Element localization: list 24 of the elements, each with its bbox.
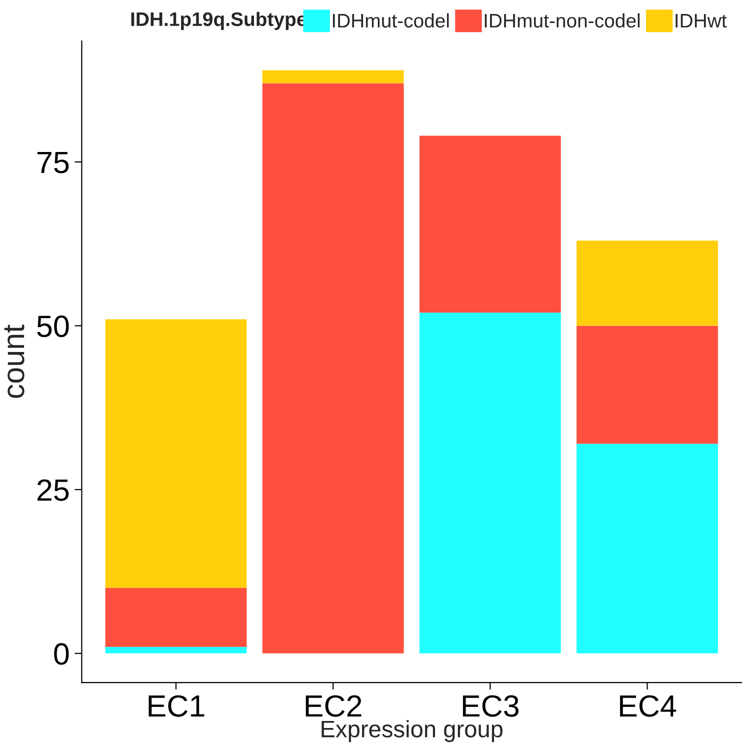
x-tick-label: EC3 <box>462 695 519 717</box>
y-tick-label: 25 <box>37 479 69 501</box>
y-tick-label: 50 <box>37 316 69 338</box>
bar <box>105 319 247 588</box>
x-axis-title: Expression group <box>322 720 503 742</box>
bar <box>576 326 718 444</box>
legend-title: IDH.1p19q.Subtype <box>131 12 307 30</box>
bar <box>105 646 247 654</box>
bar <box>262 70 404 84</box>
x-tick-label: EC2 <box>306 695 362 717</box>
x-tick-label: EC4 <box>620 695 676 717</box>
legend-label: IDHwt <box>676 14 727 28</box>
y-tick-label: 0 <box>54 643 69 665</box>
legend-label: IDHmut-non-codel <box>484 13 640 28</box>
bar <box>419 312 561 654</box>
legend-label: IDHmut-codel <box>332 13 449 28</box>
bar <box>419 136 561 313</box>
bar <box>576 240 718 326</box>
bar <box>576 444 718 654</box>
bar <box>262 83 404 654</box>
y-tick-label: 75 <box>38 152 69 174</box>
x-tick-label: EC1 <box>148 695 204 717</box>
y-axis-title: count <box>4 324 24 398</box>
bar <box>105 588 247 647</box>
